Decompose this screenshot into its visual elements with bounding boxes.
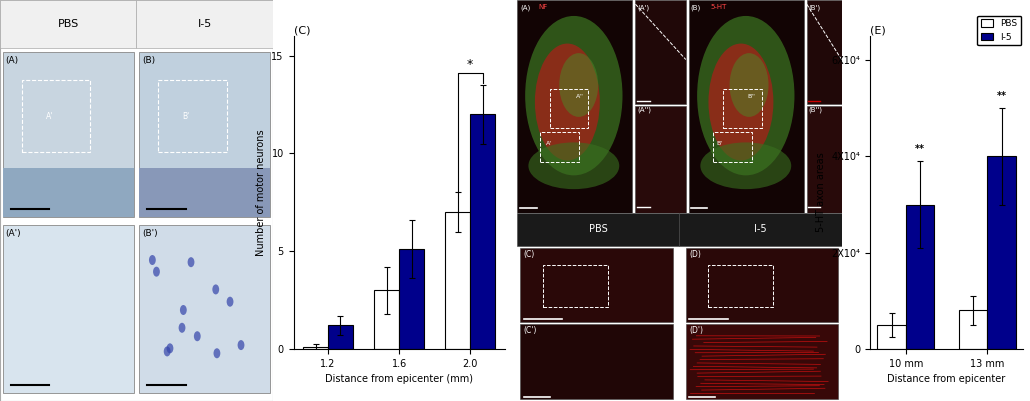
Text: (E): (E) [870,25,886,35]
Bar [3,225,134,393]
Bar [303,347,328,349]
Bar [806,106,842,213]
Bar [806,0,842,104]
Bar [723,89,762,128]
Bar [3,52,134,217]
Text: A'': A'' [576,94,583,99]
Bar [471,114,495,349]
Text: **: ** [915,144,925,154]
Bar [988,156,1016,349]
Bar [374,290,400,349]
Text: **: ** [997,91,1006,101]
Text: A': A' [45,112,53,121]
Bar [139,168,270,217]
Ellipse shape [187,257,195,267]
Bar [905,205,934,349]
Ellipse shape [194,331,201,341]
Bar [520,324,673,399]
Bar [878,325,905,349]
Text: *: * [467,58,474,71]
Ellipse shape [149,255,156,265]
Text: I-5: I-5 [198,19,212,29]
Bar [0,0,136,48]
Ellipse shape [525,16,622,175]
Y-axis label: Number of motor neurons: Number of motor neurons [255,129,266,256]
Bar [959,310,988,349]
Text: (D'): (D') [689,326,703,334]
Bar [550,89,588,128]
Ellipse shape [535,44,599,160]
Text: (A): (A) [520,4,530,11]
Ellipse shape [167,343,173,353]
Bar [636,106,686,213]
Bar [686,324,838,399]
Text: B': B' [717,140,723,146]
Bar [543,265,608,307]
Ellipse shape [153,267,160,277]
Bar [136,0,273,48]
Ellipse shape [528,142,619,189]
Ellipse shape [212,284,219,294]
Ellipse shape [213,348,220,358]
Ellipse shape [729,53,768,117]
Text: I-5: I-5 [754,225,766,235]
Bar [686,248,838,322]
Text: (D): (D) [689,250,700,259]
Bar [689,0,804,213]
Bar [400,249,424,349]
Text: B': B' [182,112,190,121]
Ellipse shape [227,297,234,307]
Text: (C'): (C') [523,326,537,334]
Bar [328,326,353,349]
Ellipse shape [164,346,171,356]
Ellipse shape [180,305,186,315]
Bar [139,52,270,217]
Text: PBS: PBS [58,19,79,29]
Text: (A'): (A') [638,4,649,11]
Ellipse shape [700,142,791,189]
Ellipse shape [709,44,774,160]
Bar [22,80,90,152]
Bar [445,212,471,349]
Bar [636,0,686,104]
X-axis label: Distance from epicenter (mm): Distance from epicenter (mm) [325,374,473,384]
Ellipse shape [697,16,794,175]
Text: B'': B'' [748,94,755,99]
Text: (B): (B) [691,4,700,11]
Text: (A): (A) [5,56,19,65]
Text: (A'): (A') [5,229,21,237]
Bar [714,132,752,162]
Text: 5-HT: 5-HT [710,4,726,10]
Bar [520,248,673,322]
Bar [540,132,579,162]
Y-axis label: 5-HT axon areas: 5-HT axon areas [816,153,826,232]
Text: NF: NF [538,4,547,10]
Legend: PBS, I-5: PBS, I-5 [977,16,1022,45]
Bar [517,0,632,213]
Bar [680,213,842,247]
Bar [709,265,774,307]
Bar [139,225,270,393]
X-axis label: Distance from epicenter: Distance from epicenter [888,374,1005,384]
Text: PBS: PBS [589,225,608,235]
Text: (B'): (B') [809,4,820,11]
Text: A': A' [546,140,552,146]
Text: (A''): (A'') [638,106,651,113]
Bar [517,213,680,247]
Bar [159,80,227,152]
Text: (B''): (B'') [809,106,822,113]
Ellipse shape [559,53,598,117]
Text: (C): (C) [523,250,535,259]
Bar [3,168,134,217]
Ellipse shape [238,340,244,350]
Text: (C): (C) [294,25,310,35]
Text: (B'): (B') [142,229,158,237]
Ellipse shape [178,323,185,333]
Text: (B): (B) [142,56,156,65]
